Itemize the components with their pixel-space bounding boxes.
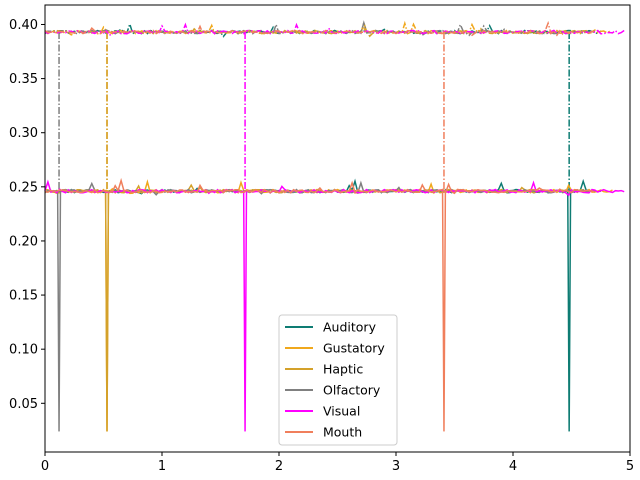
y-tick-label: 0.40 (9, 18, 38, 33)
series-dip (242, 191, 248, 432)
x-tick-label: 0 (41, 459, 49, 474)
y-tick-label: 0.30 (9, 126, 38, 141)
y-tick-label: 0.05 (9, 397, 38, 412)
x-tick-label: 3 (392, 459, 400, 474)
x-tick-label: 1 (158, 459, 166, 474)
legend-label: Visual (323, 404, 360, 419)
axis-layer: 0 1 2 3 4 5 0.05 0.10 0.15 0.20 0.25 0.30 0.35 0.40 (9, 18, 634, 474)
series-dip (56, 191, 62, 432)
y-tick-label: 0.20 (9, 234, 38, 249)
series-dip (567, 191, 572, 432)
x-tick-label: 2 (275, 459, 283, 474)
plot-frame (44, 4, 631, 453)
series-line-upper (44, 20, 596, 37)
y-tick-label: 0.15 (9, 289, 38, 304)
legend-label: Auditory (323, 320, 377, 335)
series-dip (441, 191, 447, 432)
x-tick-label: 4 (509, 459, 517, 474)
series-dip (104, 191, 110, 432)
legend-label: Gustatory (323, 341, 385, 356)
legend-label: Mouth (323, 425, 362, 440)
y-tick-label: 0.35 (9, 72, 38, 87)
y-tick-label: 0.10 (9, 343, 38, 358)
series-mouth (44, 20, 596, 432)
series-layer (44, 19, 625, 432)
x-tick-label: 5 (626, 459, 634, 474)
series-line-upper (44, 21, 602, 38)
legend-label: Olfactory (323, 383, 381, 398)
legend: Auditory Gustatory Haptic Olfactory Visual Mo… (278, 314, 398, 446)
series-line-lower (44, 177, 596, 195)
legend-label: Haptic (323, 362, 363, 377)
y-tick-label: 0.25 (9, 180, 38, 195)
